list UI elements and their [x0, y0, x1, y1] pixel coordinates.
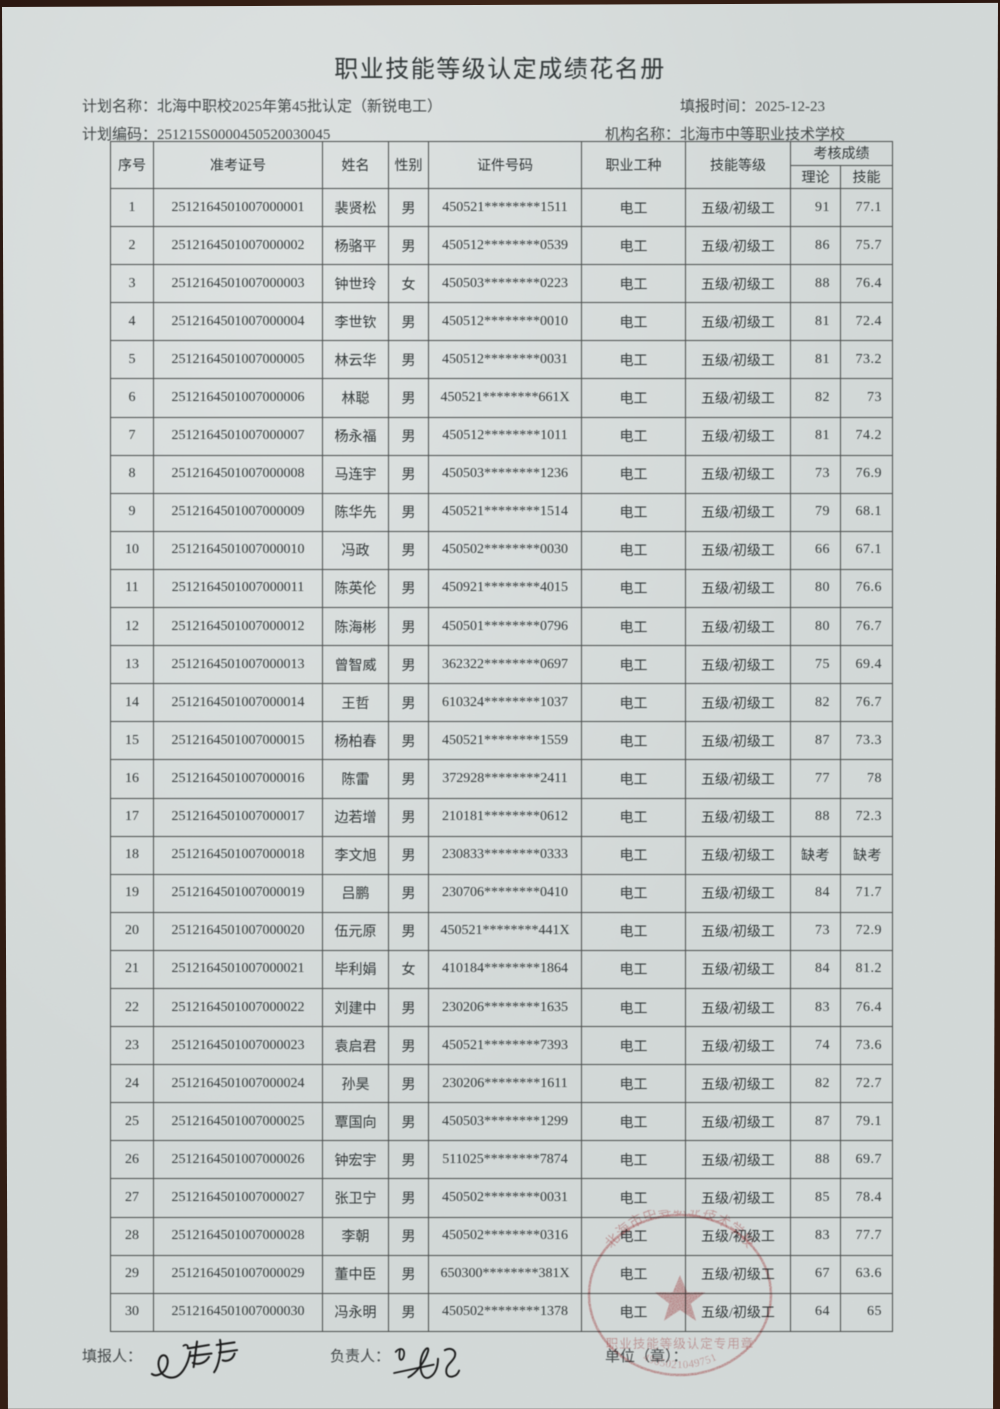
svg-text:4505021049751: 4505021049751: [641, 1351, 719, 1371]
svg-text:北海市中等职业技术学校: 北海市中等职业技术学校: [602, 1210, 758, 1252]
svg-text:职业技能等级认定专用章: 职业技能等级认定专用章: [606, 1336, 755, 1351]
